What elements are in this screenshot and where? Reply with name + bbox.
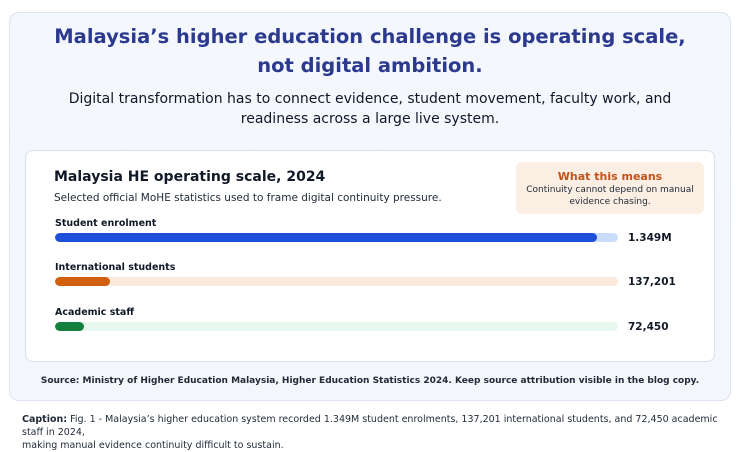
callout-title: What this means (557, 170, 663, 183)
bar-track-international-students (55, 277, 618, 286)
callout-body: Continuity cannot depend on manual evide… (516, 184, 704, 208)
bar-value-academic-staff: 72,450 (628, 321, 669, 333)
bar-label-academic-staff: Academic staff (55, 307, 135, 318)
bar-value-student-enrolment: 1.349M (628, 232, 672, 244)
source-note: Source: Ministry of Higher Education Mal… (40, 376, 700, 386)
callout-body-line-1: Continuity cannot depend on manual (526, 185, 694, 195)
headline-line-2: not digital ambition. (257, 54, 483, 77)
bar-label-international-students: International students (55, 262, 176, 273)
bar-value-international-students: 137,201 (628, 276, 676, 288)
callout-box: What this means Continuity cannot depend… (516, 162, 704, 214)
callout-body-line-2: evidence chasing. (569, 197, 651, 207)
bar-track-academic-staff (55, 322, 618, 331)
caption-text-line-2: making manual evidence continuity diffic… (22, 440, 284, 451)
caption-label: Caption: (22, 414, 68, 425)
bar-track-student-enrolment (55, 233, 618, 242)
figure-caption: Caption: Fig. 1 - Malaysia’s higher educ… (22, 413, 732, 452)
bar-student-enrolment (55, 233, 598, 242)
headline: Malaysia’s higher education challenge is… (0, 22, 740, 80)
subheadline: Digital transformation has to connect ev… (0, 90, 740, 129)
headline-line-1: Malaysia’s higher education challenge is… (54, 25, 686, 48)
subheadline-line-2: readiness across a large live system. (240, 110, 500, 127)
chart-title: Malaysia HE operating scale, 2024 (54, 169, 326, 185)
bar-academic-staff (55, 322, 85, 331)
chart-subtitle: Selected official MoHE statistics used t… (54, 192, 442, 204)
bar-international-students (55, 277, 111, 286)
bar-label-student-enrolment: Student enrolment (55, 218, 157, 229)
subheadline-line-1: Digital transformation has to connect ev… (68, 91, 672, 107)
caption-text-line-1: Fig. 1 - Malaysia’s higher education sys… (22, 414, 718, 438)
